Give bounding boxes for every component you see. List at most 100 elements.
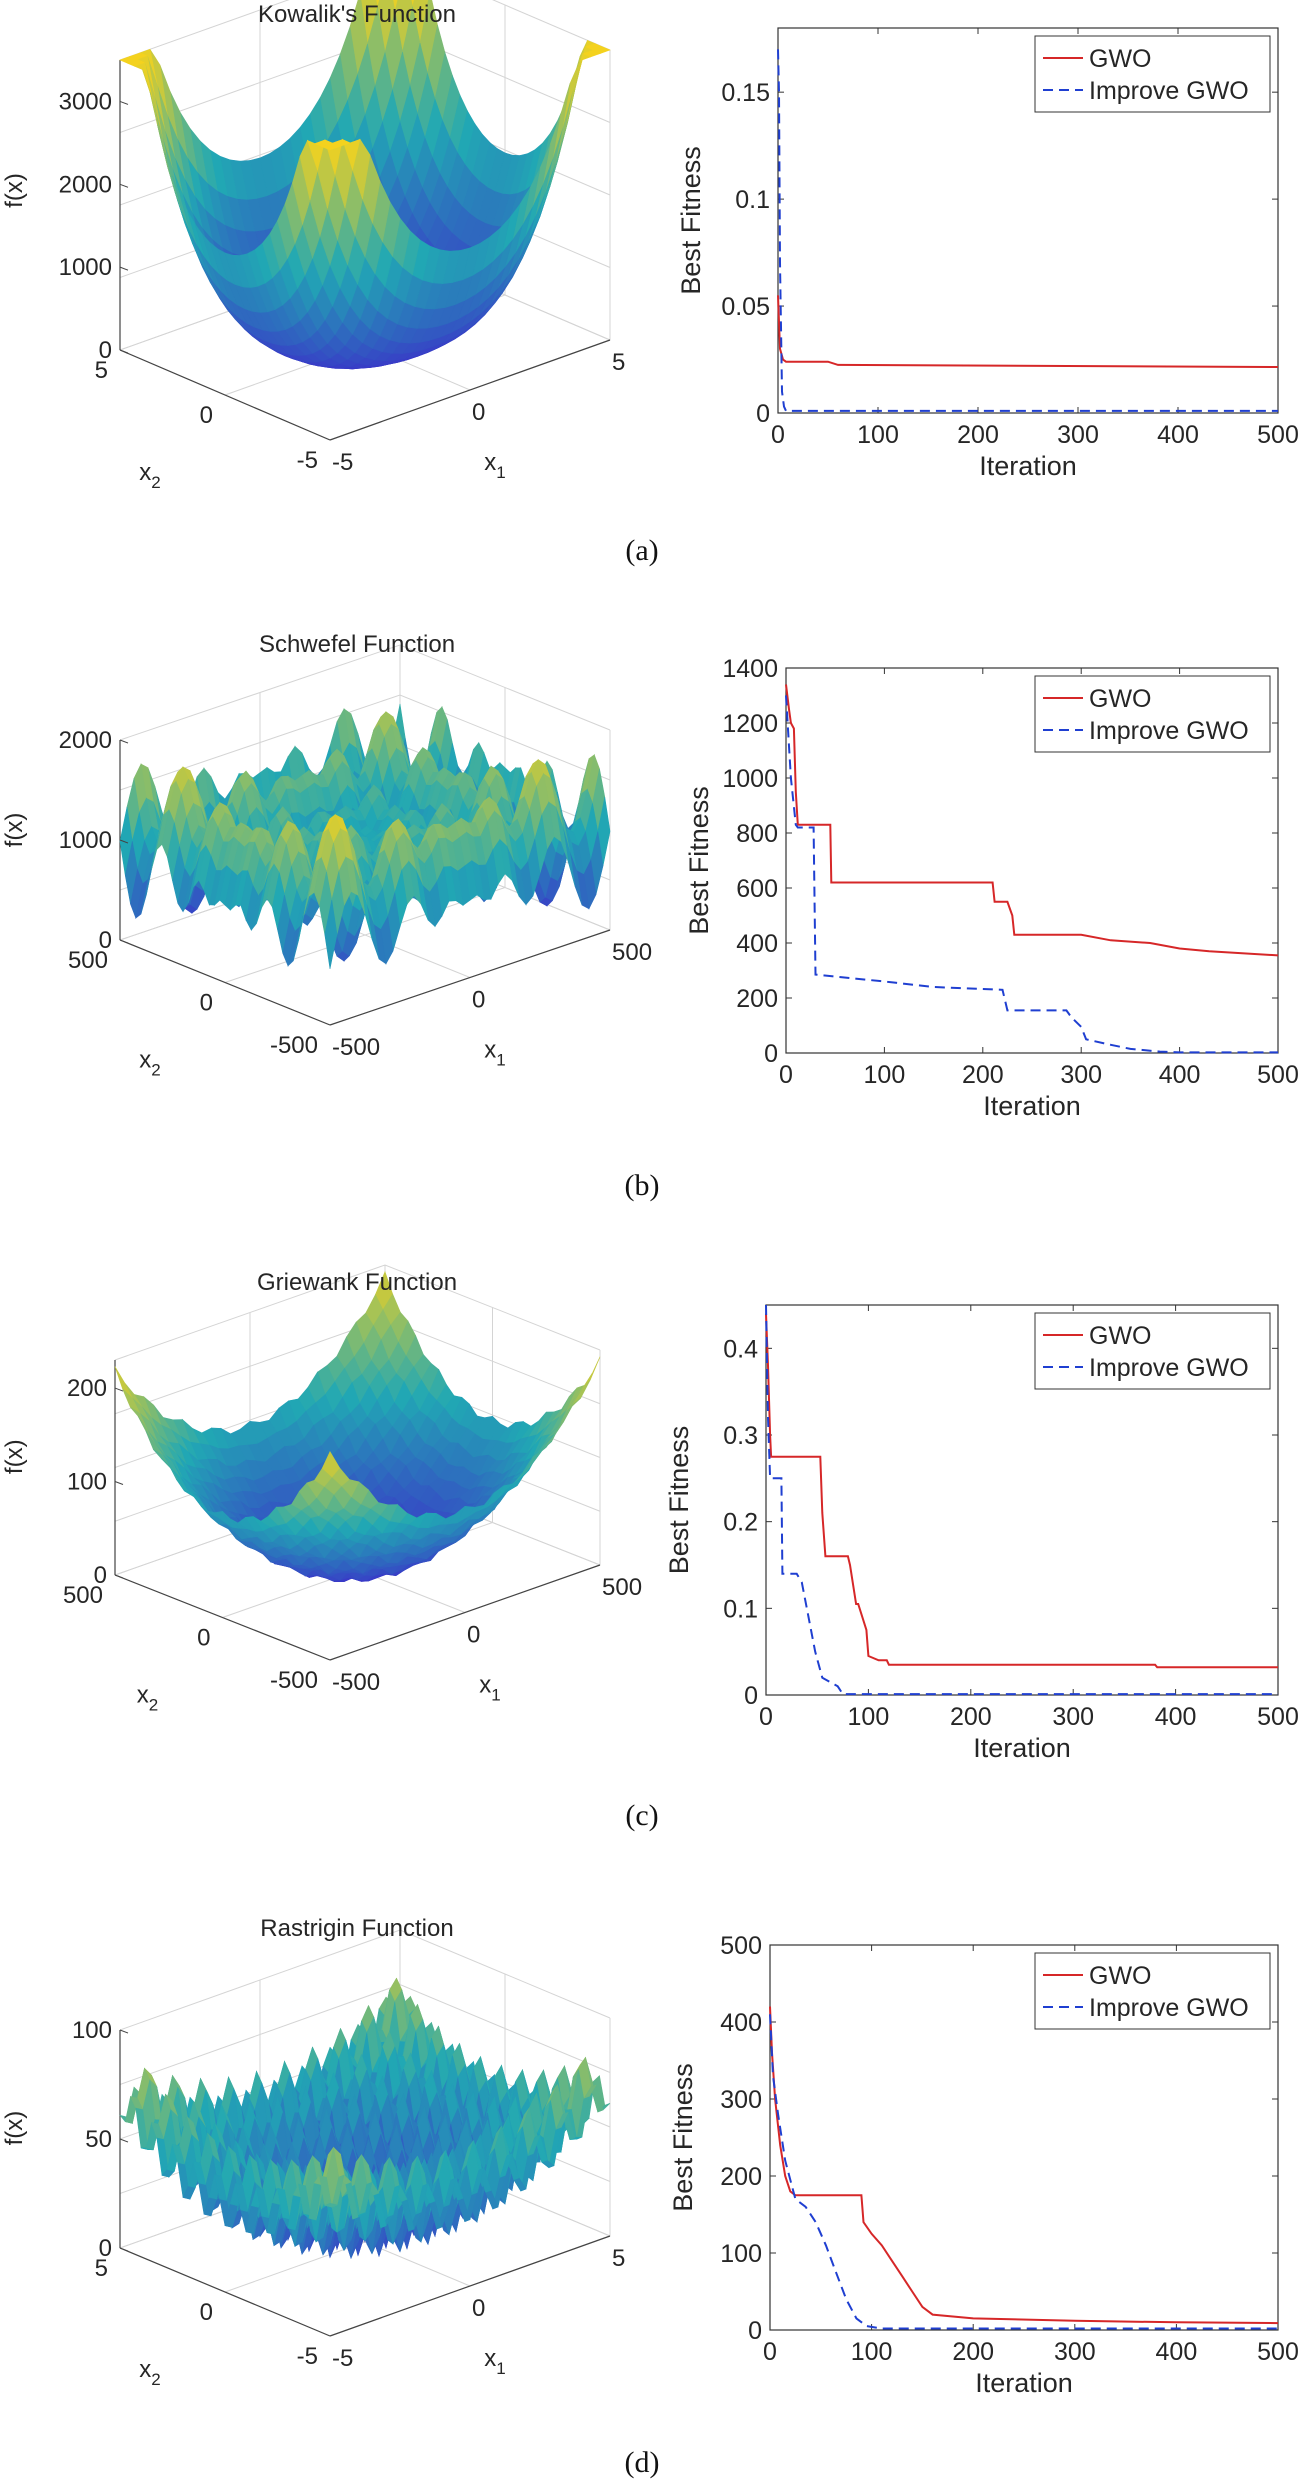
x-tick-label: 400 bbox=[1157, 421, 1199, 449]
x2-tick-label: 5 bbox=[95, 357, 108, 384]
legend-label-improve-gwo: Improve GWO bbox=[1089, 77, 1249, 105]
x1-tick-label: 5 bbox=[612, 349, 625, 376]
surface-title: Schwefel Function bbox=[259, 631, 455, 658]
x-tick-label: 200 bbox=[962, 1061, 1004, 1089]
y-tick-label: 0.1 bbox=[723, 1595, 758, 1623]
legend-label-gwo: GWO bbox=[1089, 685, 1152, 713]
x-tick-label: 400 bbox=[1155, 1703, 1197, 1731]
y-tick-label: 0.05 bbox=[721, 293, 770, 321]
x2-axis-line bbox=[120, 2248, 330, 2336]
y-tick-label: 600 bbox=[736, 875, 778, 903]
x-axis-label: Iteration bbox=[983, 1091, 1081, 1121]
z-tick-label: 2000 bbox=[59, 727, 112, 754]
y-tick-label: 1400 bbox=[722, 655, 778, 683]
caption-b: (b) bbox=[625, 1169, 660, 1202]
y-tick-label: 0 bbox=[756, 400, 770, 428]
x1-axis-subscript: 1 bbox=[496, 463, 505, 482]
x2-tick-label: -5 bbox=[297, 447, 318, 474]
x2-axis-line bbox=[120, 940, 330, 1025]
z-tick-label: 2000 bbox=[59, 171, 112, 198]
surface-plot-griewank: 2001000f(x)-5000500x15000-500x2Griewank … bbox=[1, 1265, 642, 1715]
x2-axis-subscript: 2 bbox=[151, 1061, 160, 1080]
legend: GWO Improve GWO bbox=[1035, 1313, 1270, 1389]
x2-tick-label: 0 bbox=[200, 990, 213, 1017]
surface-patch bbox=[115, 1367, 132, 1398]
x-tick-label: 300 bbox=[1060, 1061, 1102, 1089]
x1-tick-label: -500 bbox=[332, 1034, 380, 1061]
x2-tick-label: -500 bbox=[270, 1032, 318, 1059]
y-axis-label: Best Fitness bbox=[664, 1426, 694, 1575]
y-tick-label: 1000 bbox=[722, 765, 778, 793]
x-tick-label: 500 bbox=[1257, 1703, 1299, 1731]
legend-label-gwo: GWO bbox=[1089, 1322, 1152, 1350]
y-tick-label: 0.15 bbox=[721, 79, 770, 107]
x-tick-label: 100 bbox=[857, 421, 899, 449]
x2-axis-label: x2 bbox=[139, 1047, 160, 1080]
y-tick-label: 1200 bbox=[722, 710, 778, 738]
surface-patch bbox=[563, 61, 581, 128]
x1-tick-label: 500 bbox=[612, 939, 652, 966]
x1-tick-label: 0 bbox=[472, 987, 485, 1014]
x-tick-label: 0 bbox=[759, 1703, 773, 1731]
x2-axis-subscript: 2 bbox=[149, 1696, 158, 1715]
z-tick bbox=[115, 1575, 123, 1578]
x1-axis-label: x1 bbox=[484, 1037, 505, 1070]
x2-tick-label: 0 bbox=[200, 402, 213, 429]
z-tick-label: 100 bbox=[67, 1469, 107, 1496]
surface-title: Griewank Function bbox=[257, 1269, 457, 1296]
y-tick-label: 0.3 bbox=[723, 1422, 758, 1450]
x-tick-label: 200 bbox=[957, 421, 999, 449]
x-tick-label: 400 bbox=[1159, 1061, 1201, 1089]
z-tick bbox=[120, 740, 128, 743]
y-tick-label: 0.4 bbox=[723, 1335, 758, 1363]
x-tick-label: 500 bbox=[1257, 1061, 1299, 1089]
z-tick bbox=[115, 1482, 123, 1485]
x1-axis-subscript: 1 bbox=[496, 1051, 505, 1070]
y-tick-label: 0 bbox=[764, 1040, 778, 1068]
x-axis-label: Iteration bbox=[973, 1733, 1071, 1763]
x-tick-label: 300 bbox=[1052, 1703, 1094, 1731]
y-axis-label: Best Fitness bbox=[684, 786, 714, 935]
surface-mesh bbox=[115, 1272, 600, 1582]
y-tick-label: 0.1 bbox=[735, 186, 770, 214]
x1-tick-label: 0 bbox=[472, 399, 485, 426]
z-axis-label: f(x) bbox=[1, 813, 28, 848]
y-axis-label: Best Fitness bbox=[676, 146, 706, 295]
surface-plot-schwefel: 200010000f(x)-5000500x15000-500x2Schwefe… bbox=[1, 631, 652, 1080]
x2-tick-label: 0 bbox=[197, 1625, 210, 1652]
z-tick-label: 200 bbox=[67, 1375, 107, 1402]
x-axis-label: Iteration bbox=[979, 451, 1077, 481]
z-tick bbox=[120, 184, 128, 187]
x1-axis-line bbox=[330, 930, 610, 1025]
x-tick-label: 300 bbox=[1057, 421, 1099, 449]
x-tick-label: 0 bbox=[779, 1061, 793, 1089]
z-tick bbox=[120, 940, 128, 943]
z-tick bbox=[120, 350, 128, 353]
z-axis-label: f(x) bbox=[1, 1439, 28, 1474]
surface-mesh bbox=[120, 0, 610, 369]
x1-tick-label: 0 bbox=[467, 1622, 480, 1649]
legend-label-improve-gwo: Improve GWO bbox=[1089, 1354, 1249, 1382]
x2-axis-label: x2 bbox=[137, 1682, 158, 1715]
surface-back-grid bbox=[120, 645, 610, 740]
x2-axis-subscript: 2 bbox=[151, 473, 160, 492]
surface-mesh bbox=[120, 704, 610, 969]
x1-tick-label: 500 bbox=[602, 1574, 642, 1601]
x2-tick-label: 500 bbox=[68, 947, 108, 974]
x2-axis-line bbox=[120, 350, 330, 440]
x1-axis-label: x1 bbox=[479, 1672, 500, 1705]
y-tick-label: 800 bbox=[736, 820, 778, 848]
x1-axis-subscript: 1 bbox=[491, 1686, 500, 1705]
x1-tick-label: -500 bbox=[332, 1669, 380, 1696]
